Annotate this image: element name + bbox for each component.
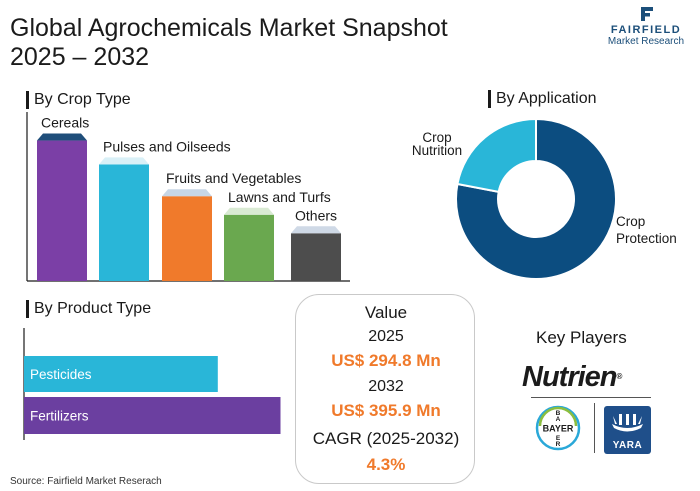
crop-label-fruits-and-vegetables: Fruits and Vegetables <box>166 170 301 186</box>
key-players-separator <box>594 403 595 453</box>
donut-label-crop-nutrition: Crop Nutrition <box>412 130 462 158</box>
section-product-type: By Product Type <box>26 299 151 319</box>
crop-bar-cereals <box>37 140 87 281</box>
logo-sub: Market Research <box>607 36 685 47</box>
value-year-2025: 2025 <box>368 328 404 345</box>
svg-text:R: R <box>556 441 561 448</box>
crop-bar-top-others <box>291 226 341 234</box>
title-line-2: 2025 – 2032 <box>10 43 150 71</box>
trademark-icon: ® <box>616 372 623 381</box>
donut-slice-crop-protection <box>455 117 617 280</box>
crop-bar-top-fruits-and-vegetables <box>162 189 212 197</box>
yara-logo-text: YARA <box>612 440 643 451</box>
value-year-2032: 2032 <box>368 378 404 395</box>
product-label-fertilizers: Fertilizers <box>30 409 89 424</box>
viking-ship-icon <box>612 414 643 432</box>
section-application: By Application <box>488 89 597 109</box>
crop-bar-lawns-and-turfs <box>224 214 274 281</box>
yara-logo: YARA <box>604 406 651 454</box>
crop-bar-pulses-and-oilseeds <box>99 164 149 281</box>
key-players-divider <box>531 397 651 398</box>
svg-text:A: A <box>556 416 561 423</box>
bayer-logo: BAYER B A E R <box>535 405 581 451</box>
crop-label-cereals: Cereals <box>41 115 89 131</box>
fairfield-logo: FAIRFIELD Market Research <box>596 6 696 47</box>
donut-label-crop-protection: Crop Protection <box>616 214 677 246</box>
crop-label-pulses-and-oilseeds: Pulses and Oilseeds <box>103 138 231 154</box>
nutrien-logo: Nutrien® <box>522 360 623 394</box>
product-bar-pesticides <box>24 356 218 392</box>
bayer-vertical-text: B <box>556 410 561 417</box>
crop-bar-fruits-and-vegetables <box>162 196 212 281</box>
product-label-pesticides: Pesticides <box>30 367 92 382</box>
value-2032: US$ 395.9 Mn <box>331 401 441 420</box>
page-title: Global Agrochemicals Market Snapshot 202… <box>10 14 448 72</box>
bayer-horizontal-text: BAYER <box>543 424 574 434</box>
crop-label-lawns-and-turfs: Lawns and Turfs <box>228 189 331 205</box>
source-note: Source: Fairfield Market Reserach <box>10 476 162 487</box>
crop-bar-top-cereals <box>37 133 87 141</box>
product-bar-fertilizers <box>24 397 281 434</box>
crop-bar-top-lawns-and-turfs <box>224 207 274 215</box>
key-players-title: Key Players <box>536 328 627 347</box>
crop-label-others: Others <box>295 207 337 223</box>
value-2025: US$ 294.8 Mn <box>331 351 441 370</box>
cagr-label: CAGR (2025-2032) <box>312 429 460 448</box>
crop-bar-others <box>291 233 341 281</box>
title-line-1: Global Agrochemicals Market Snapshot <box>10 14 448 42</box>
cagr-value: 4.3% <box>366 455 406 474</box>
section-crop-type: By Crop Type <box>26 90 131 110</box>
nutrien-logo-text: Nutrien <box>522 361 617 393</box>
value-heading: Value <box>364 303 408 322</box>
value-box: Value 2025 US$ 294.8 Mn 2032 US$ 395.9 M… <box>295 294 475 484</box>
svg-text:E: E <box>556 435 561 442</box>
donut-slice-crop-nutrition <box>456 117 537 194</box>
fairfield-mark-icon <box>641 7 653 21</box>
crop-bar-top-pulses-and-oilseeds <box>99 157 149 165</box>
logo-name: FAIRFIELD <box>610 24 682 36</box>
